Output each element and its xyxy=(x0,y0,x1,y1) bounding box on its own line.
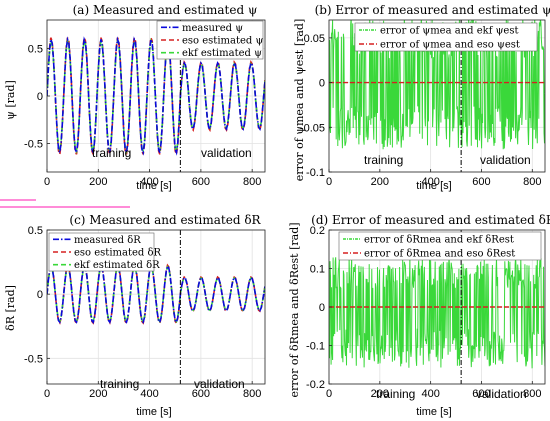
panel-c-xtick-label-4: 800 xyxy=(243,388,261,400)
panel-b-plot-area: 0 200 400 600 800 -0.1 -0.05 0 0.05 error of ψmea… xyxy=(300,19,546,188)
panel-c-legend-label-0: measured δR xyxy=(74,235,141,246)
panel-a-legend-label-2: ekf estimated ψ xyxy=(182,48,262,59)
panel-c-ytick-label-2: 0.5 xyxy=(28,225,43,237)
panel-a-annotation-training: training xyxy=(92,146,131,160)
panel-b-legend-label-0: error of ψmea and ekf ψest xyxy=(380,26,519,37)
panel-b-xlabel: time [s] xyxy=(416,180,451,192)
panel-c-ylabel: δR [rad] xyxy=(4,285,17,331)
panel-d-ytick-label-4: 0.2 xyxy=(310,225,325,237)
panel-d-xtick-label-3: 600 xyxy=(472,388,490,400)
panel-d-ytick-label-2: 0 xyxy=(319,302,325,314)
panel-c-ytick-label-1: 0 xyxy=(37,289,43,301)
panel-a-xtick-label-1: 200 xyxy=(89,176,107,188)
panel-a-plot-area: 0 200 400 600 800 -0.5 0 0.5 measured ψ eso estim… xyxy=(24,19,266,188)
panel-a-xtick-label-3: 600 xyxy=(192,176,210,188)
panel-a-ytick-label-1: 0 xyxy=(37,91,43,103)
panel-a-measured-psi: (a) Measured and estimated ψ 0 200 400 600 8… xyxy=(4,3,266,192)
panel-d-legend-label-0: error of δRmea and ekf δRest xyxy=(364,235,514,246)
panel-d-legend-label-1: error of δRmea and eso δRest xyxy=(364,249,515,260)
panel-b-axes-frame xyxy=(328,19,546,173)
panel-a-xlabel: time [s] xyxy=(136,180,171,192)
panel-b-legend-label-1: error of ψmea and eso ψest xyxy=(380,40,520,51)
panel-a-legend-label-1: eso estimated ψ xyxy=(182,36,263,47)
panel-b-title: (b) Error of measured and estimated ψ xyxy=(315,3,550,17)
panel-d-annotation-validation: validation xyxy=(476,387,527,401)
panel-d-xlabel: time [s] xyxy=(416,406,451,418)
panel-d-xtick-label-1: 200 xyxy=(371,388,389,400)
panel-b-xtick-label-2: 400 xyxy=(421,176,439,188)
panel-d-noise-band xyxy=(329,256,545,369)
panel-b-ytick-label-0: -0.1 xyxy=(306,167,325,179)
panel-d-legend-box xyxy=(338,231,542,261)
panel-d-error-delta: (d) Error of measured and estimated δR 0… xyxy=(288,213,550,418)
panel-c-xtick-label-2: 400 xyxy=(140,388,158,400)
panel-a-title: (a) Measured and estimated ψ xyxy=(73,3,258,17)
panel-c-title: (c) Measured and estimated δR xyxy=(69,213,261,227)
panel-d-ytick-label-3: 0.1 xyxy=(310,264,325,276)
panel-a-legend-label-0: measured ψ xyxy=(182,23,243,34)
panel-d-xtick-label-4: 800 xyxy=(523,388,541,400)
panel-b-ytick-label-2: 0 xyxy=(319,78,325,90)
panel-c-legend-label-1: eso estimated δR xyxy=(74,248,161,259)
panel-b-ytick-label-3: 0.05 xyxy=(304,33,325,45)
panel-d-xtick-label-2: 400 xyxy=(421,388,439,400)
panel-c-xtick-label-3: 600 xyxy=(192,388,210,400)
panel-d-ytick-label-1: -0.1 xyxy=(306,341,325,353)
panel-d-annotation-training: training xyxy=(376,387,415,401)
panel-d-legend: error of δRmea and ekf δRest error of δRm… xyxy=(338,231,542,261)
panel-d-series-group xyxy=(329,256,545,369)
panel-a-ytick-label-2: 0.5 xyxy=(28,44,43,56)
panel-c-annotation-validation: validation xyxy=(194,377,245,391)
panel-a-series-group xyxy=(47,36,265,156)
panel-d-title: (d) Error of measured and estimated δR xyxy=(311,213,550,227)
panel-c-xtick-label-1: 200 xyxy=(89,388,107,400)
panel-c-legend-label-2: ekf estimated δR xyxy=(74,260,160,271)
panel-d-ytick-label-0: -0.2 xyxy=(306,379,325,391)
panel-a-ylabel: ψ [rad] xyxy=(4,80,17,120)
panel-a-xtick-label-2: 400 xyxy=(140,176,158,188)
panel-b-error-psi: (b) Error of measured and estimated ψ 0 2… xyxy=(293,3,550,192)
panel-c-xtick-label-0: 0 xyxy=(44,388,50,400)
panel-b-xtick-label-3: 600 xyxy=(472,176,490,188)
panel-b-legend: error of ψmea and ekf ψest error of ψmea … xyxy=(354,22,538,52)
panel-b-ylabel: error of ψmea and ψest [rad] xyxy=(293,19,306,182)
panel-a-series-0-line xyxy=(47,36,265,156)
panel-d-plot-area: 0 200 400 600 800 -0.2 -0.1 0 0.1 0.2 error of δRm… xyxy=(306,225,546,400)
panel-d-ylabel: error of δRmea and δRest [rad] xyxy=(288,222,301,397)
panel-b-annotation-validation: validation xyxy=(480,153,531,167)
panel-b-xtick-label-1: 200 xyxy=(371,176,389,188)
panel-a-annotation-validation: validation xyxy=(201,146,252,160)
panel-c-axes-frame xyxy=(46,229,266,385)
panel-a-xtick-label-0: 0 xyxy=(44,176,50,188)
panel-b-ytick-label-1: -0.05 xyxy=(300,122,325,134)
panel-c-annotation-training: training xyxy=(100,377,139,391)
panel-a-ytick-label-0: -0.5 xyxy=(24,139,43,151)
panel-a-xtick-label-4: 800 xyxy=(243,176,261,188)
panel-d-xtick-label-0: 0 xyxy=(326,388,332,400)
panel-b-annotation-training: training xyxy=(364,153,403,167)
panel-c-ytick-label-0: -0.5 xyxy=(24,353,43,365)
panel-b-legend-box xyxy=(354,22,538,52)
panel-b-xtick-label-4: 800 xyxy=(523,176,541,188)
panel-c-measured-delta: (c) Measured and estimated δR 0 200 400 600… xyxy=(4,213,266,418)
panel-c-xlabel: time [s] xyxy=(136,406,171,418)
panel-b-xtick-label-0: 0 xyxy=(326,176,332,188)
panel-c-plot-area: 0 200 400 600 800 -0.5 0 0.5 measured δR eso esti… xyxy=(24,225,266,400)
